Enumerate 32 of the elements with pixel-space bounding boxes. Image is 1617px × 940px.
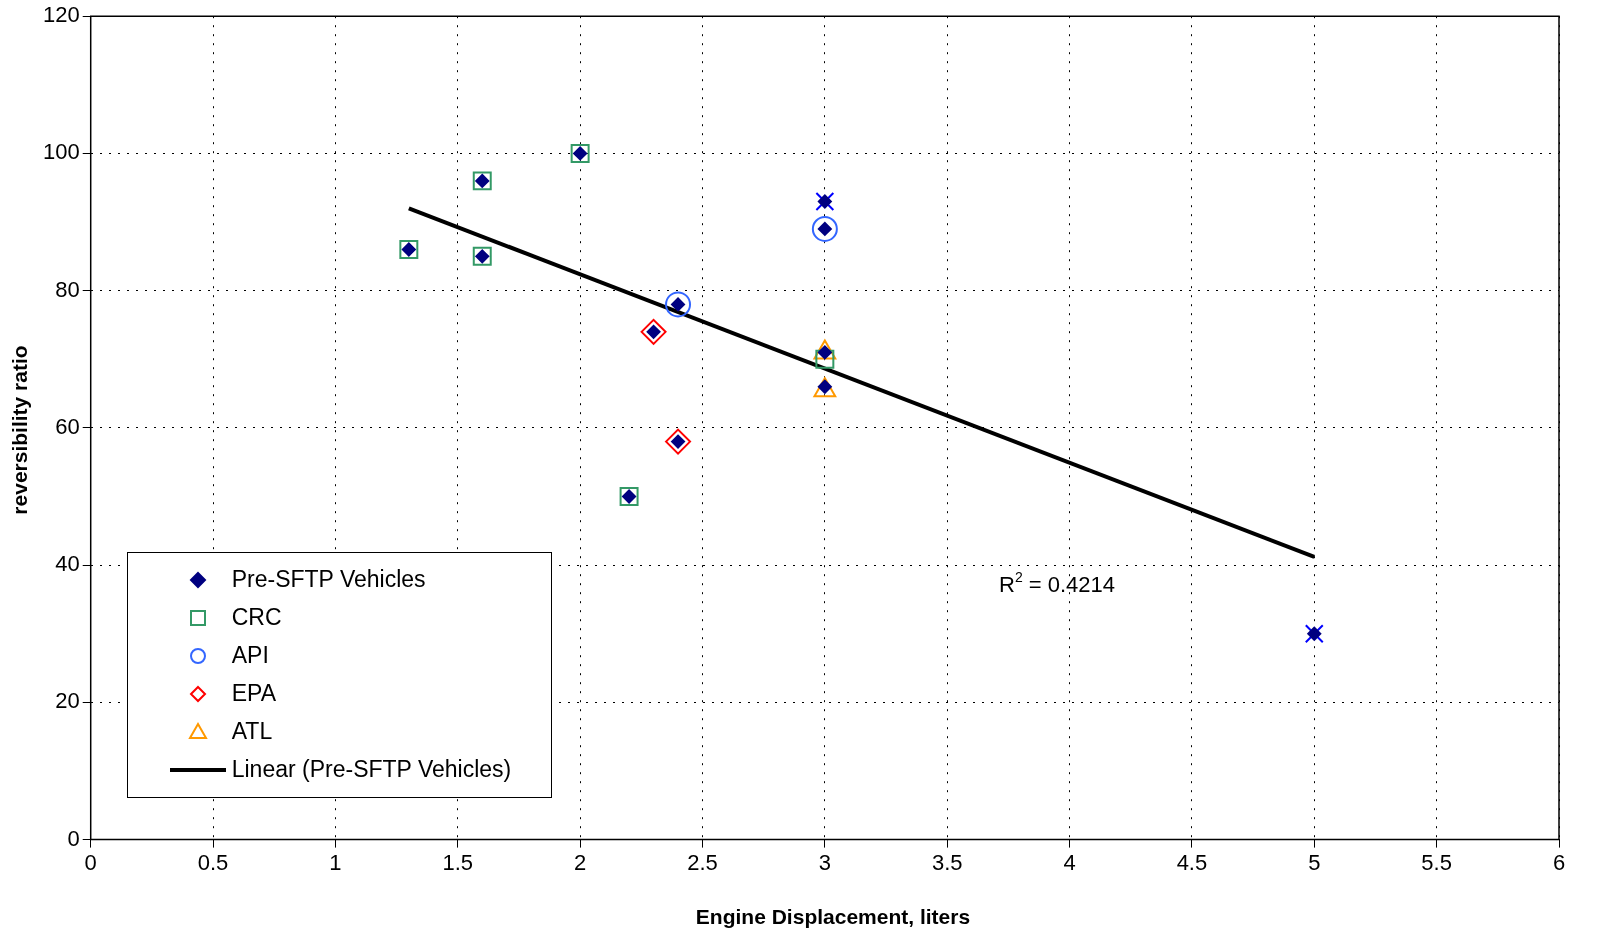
x-tick-label: 0: [84, 849, 97, 875]
point: [665, 291, 692, 318]
x-tick-label: 0.5: [197, 849, 229, 875]
x-tick-label: 1.5: [442, 849, 474, 875]
legend-label: CRC: [231, 604, 282, 632]
y-tick-label: 40: [55, 551, 80, 577]
x-tick-label: 6: [1552, 849, 1566, 875]
y-tick-label: 100: [42, 139, 80, 165]
y-tick-label: 20: [55, 688, 80, 714]
legend-label: Pre-SFTP Vehicles: [231, 566, 426, 594]
point: [665, 428, 692, 455]
x-tick-label: 5: [1308, 849, 1321, 875]
legend-label: ATL: [231, 718, 273, 746]
point: [640, 318, 667, 345]
x-tick-label: 1: [329, 849, 342, 875]
x-tick-label: 2: [574, 849, 587, 875]
legend-label: API: [231, 642, 269, 670]
x-tick-label: 3.5: [931, 849, 963, 875]
y-tick-label: 80: [55, 276, 80, 302]
x-tick-label: 2.5: [687, 849, 718, 875]
y-tick-label: 0: [67, 825, 80, 851]
y-tick-label: 120: [42, 2, 80, 28]
legend-label: EPA: [231, 680, 277, 708]
x-tick-label: 3: [818, 849, 831, 875]
x-tick-label: 4.5: [1176, 849, 1208, 875]
point: [811, 215, 838, 242]
x-tick-label: 4: [1063, 849, 1076, 875]
x-axis-title: Engine Displacement, liters: [694, 905, 972, 929]
legend-label: Linear (Pre-SFTP Vehicles): [231, 756, 512, 784]
y-axis-title: reversibility ratio: [8, 345, 32, 515]
y-tick-label: 60: [55, 413, 80, 439]
x-tick-label: 5.5: [1421, 849, 1452, 875]
